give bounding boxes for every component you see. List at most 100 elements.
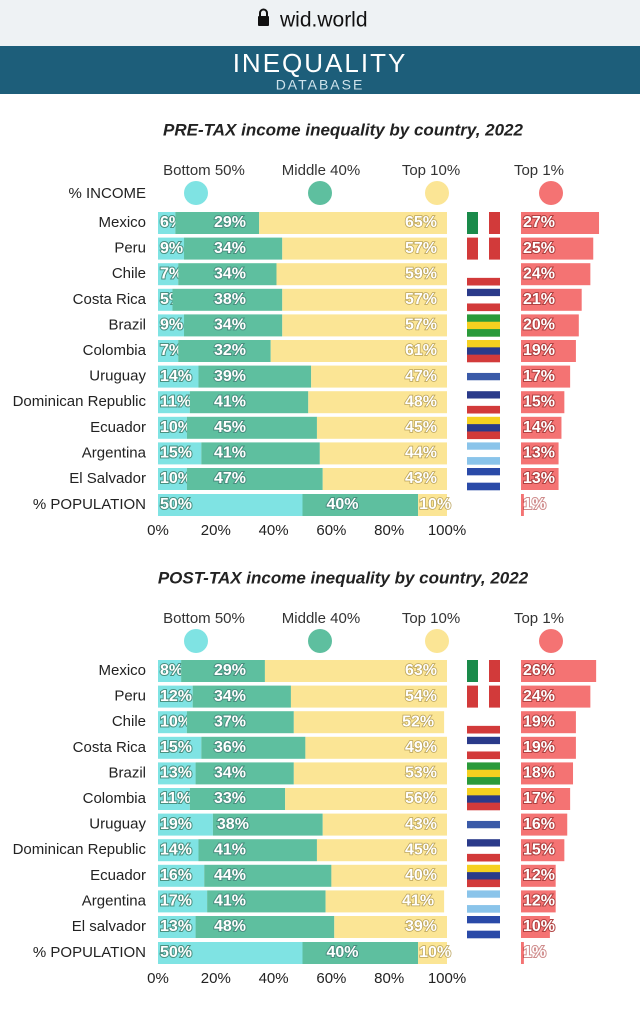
flag: [467, 391, 500, 399]
bar-label: 29%: [214, 214, 246, 231]
bar-segment: [290, 685, 447, 708]
country-label: Dominican Republic: [13, 393, 147, 410]
side-bar: [521, 365, 571, 388]
bar-label: 65%: [405, 214, 437, 231]
flag: [467, 340, 500, 348]
side-bar: [521, 212, 600, 234]
population-value: 10%: [419, 944, 451, 961]
flag: [467, 398, 500, 407]
bar-segment: [285, 788, 447, 810]
population-value: 10%: [419, 496, 451, 513]
legend-label: Middle 40%: [282, 162, 360, 179]
flag: [489, 237, 500, 260]
bar-label: 48%: [405, 393, 437, 410]
bar-segment: [322, 813, 447, 836]
bar-label: 39%: [214, 368, 246, 385]
bar-segment: [158, 736, 202, 759]
x-tick-label: 100%: [428, 522, 466, 539]
bar-segment: [331, 864, 447, 887]
flag: [489, 660, 500, 682]
country-label: Colombia: [83, 790, 147, 807]
side-bar-label: 26%: [523, 662, 555, 679]
flag: [467, 365, 500, 374]
bar-segment: [158, 660, 182, 682]
flag: [467, 431, 500, 440]
bar-segment: [198, 365, 312, 388]
legend-swatch: [308, 629, 332, 653]
bar-label: 57%: [405, 317, 437, 334]
x-tick-label: 0%: [147, 970, 169, 987]
country-label: Peru: [114, 240, 146, 257]
bar-segment: [158, 916, 196, 938]
bar-label: 14%: [160, 368, 192, 385]
bar-segment: [158, 416, 187, 439]
bar-label: 54%: [405, 688, 437, 705]
bar-segment: [158, 263, 179, 286]
flag: [467, 711, 500, 719]
bar-segment: [186, 711, 294, 734]
bar-label: 47%: [214, 470, 246, 487]
bar-segment: [158, 813, 213, 836]
bar-segment: [158, 391, 190, 414]
side-bar: [521, 314, 579, 337]
flag: [467, 813, 500, 822]
bar-label: 57%: [405, 240, 437, 257]
side-bar-label: 27%: [523, 214, 555, 231]
bar-segment: [195, 916, 335, 938]
side-bar: [521, 762, 574, 785]
flag: [467, 769, 500, 778]
side-bar-label: 16%: [523, 816, 555, 833]
flag: [478, 660, 489, 682]
bar-label: 19%: [160, 816, 192, 833]
flag: [467, 802, 500, 811]
population-label: % POPULATION: [33, 496, 146, 513]
chart-title: POST-TAX income inequality by country, 2…: [158, 568, 529, 587]
population-side-value: 1%: [523, 944, 546, 961]
bar-segment: [181, 660, 265, 682]
x-tick-label: 60%: [316, 970, 346, 987]
bar-segment: [158, 288, 173, 311]
flag: [467, 314, 500, 323]
flag: [467, 923, 500, 931]
bar-segment: [319, 442, 447, 465]
bar-label: 41%: [214, 393, 246, 410]
bar-label: 53%: [405, 765, 437, 782]
bar-segment: [172, 288, 283, 311]
bar-segment: [178, 263, 277, 286]
x-tick-label: 60%: [316, 522, 346, 539]
url[interactable]: wid.world: [279, 9, 368, 32]
legend-label: Top 10%: [402, 610, 460, 627]
side-bar-label: 19%: [523, 739, 555, 756]
flag: [467, 853, 500, 862]
bar-segment: [178, 340, 271, 362]
legend-label: Top 10%: [402, 162, 460, 179]
country-label: Chile: [112, 713, 146, 730]
bar-segment: [192, 685, 291, 708]
side-bar-label: 19%: [523, 713, 555, 730]
flag: [467, 839, 500, 847]
bar-segment: [158, 864, 205, 887]
flag: [467, 736, 500, 745]
legend-swatch: [184, 629, 208, 653]
population-segment: [302, 494, 419, 516]
flag: [467, 718, 500, 727]
side-bar-label: 10%: [523, 918, 555, 935]
bar-label: 45%: [405, 841, 437, 858]
bar-label: 44%: [214, 867, 246, 884]
bar-label: 11%: [160, 790, 191, 807]
bar-label: 43%: [405, 470, 437, 487]
flag: [478, 212, 489, 234]
flag: [467, 296, 500, 304]
legend-swatch: [425, 629, 449, 653]
bar-label: 39%: [405, 918, 437, 935]
flag: [467, 457, 500, 465]
side-bar-label: 13%: [523, 445, 555, 462]
flag: [467, 864, 500, 873]
population-value: 50%: [160, 496, 192, 513]
side-bar-label: 25%: [523, 240, 555, 257]
flag: [467, 777, 500, 785]
bar-segment: [316, 416, 447, 439]
flag: [467, 288, 500, 297]
bar-segment: [175, 212, 260, 234]
country-label: Costa Rica: [73, 291, 147, 308]
